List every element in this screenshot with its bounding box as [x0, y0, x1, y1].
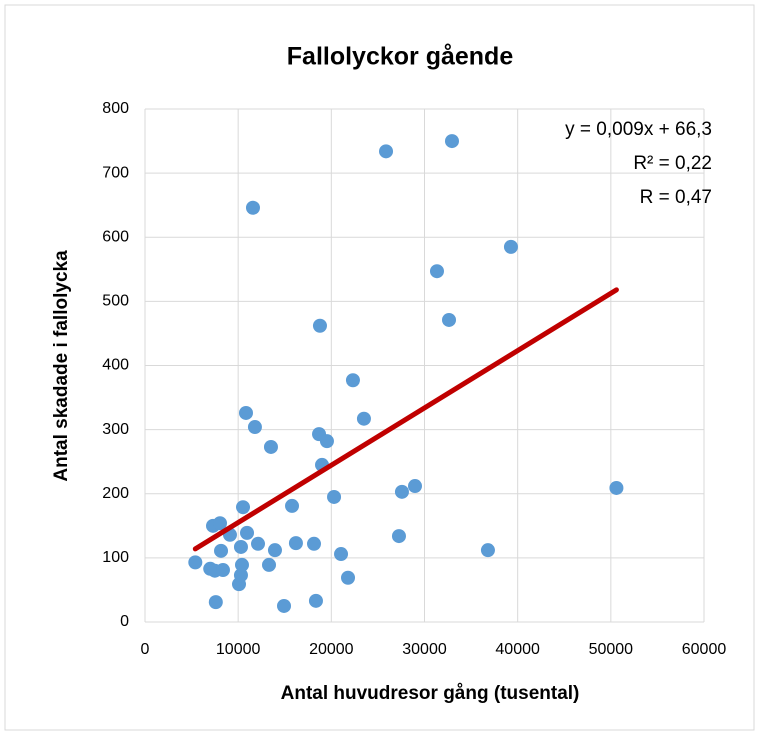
point	[442, 312, 457, 327]
point	[312, 318, 327, 333]
x-tick-label: 10000	[216, 641, 261, 658]
point	[444, 134, 459, 149]
chart-title: Fallolyckor gående	[287, 43, 514, 71]
annotation: R² = 0,22	[633, 153, 712, 174]
y-tick-label: 600	[102, 228, 129, 245]
trendline	[192, 287, 619, 552]
y-tick-label: 500	[102, 293, 129, 310]
point	[334, 547, 349, 562]
point	[240, 525, 255, 540]
x-tick-label: 40000	[495, 641, 540, 658]
y-tick-label: 700	[102, 164, 129, 181]
point	[327, 489, 342, 504]
point	[609, 480, 624, 495]
point	[288, 536, 303, 551]
point	[285, 498, 300, 513]
point	[263, 439, 278, 454]
y-tick-label: 300	[102, 421, 129, 438]
x-axis-label: Antal huvudresor gång (tusental)	[281, 683, 580, 704]
point	[407, 479, 422, 494]
point	[356, 411, 371, 426]
point	[233, 568, 248, 583]
point	[247, 420, 262, 435]
point	[429, 264, 444, 279]
point	[212, 516, 227, 531]
y-tick-label: 800	[102, 100, 129, 117]
y-tick-label: 0	[120, 613, 129, 630]
annotation: y = 0,009x + 66,3	[565, 119, 712, 140]
point	[214, 543, 229, 558]
point	[208, 595, 223, 610]
x-tick-label: 30000	[402, 641, 447, 658]
point	[233, 539, 248, 554]
point	[245, 200, 260, 215]
y-tick-label: 200	[102, 485, 129, 502]
point	[238, 405, 253, 420]
point	[480, 543, 495, 558]
point	[277, 598, 292, 613]
x-tick-label: 20000	[309, 641, 354, 658]
point	[391, 529, 406, 544]
point	[307, 536, 322, 551]
x-tick-label: 50000	[589, 641, 634, 658]
point	[319, 434, 334, 449]
x-tick-label: 60000	[682, 641, 727, 658]
point	[267, 543, 282, 558]
point	[188, 555, 203, 570]
point	[345, 373, 360, 388]
point	[251, 536, 266, 551]
point	[503, 239, 518, 254]
y-axis-label: Antal skadade i fallolycka	[51, 250, 72, 482]
point	[341, 570, 356, 585]
point	[394, 484, 409, 499]
chart-border	[4, 4, 755, 731]
y-tick-label: 400	[102, 357, 129, 374]
point	[236, 500, 251, 515]
point	[308, 593, 323, 608]
point	[379, 144, 394, 159]
point	[215, 563, 230, 578]
x-tick-label: 0	[141, 641, 150, 658]
annotation: R = 0,47	[640, 187, 712, 208]
point	[234, 557, 249, 572]
y-tick-label: 100	[102, 549, 129, 566]
point	[262, 557, 277, 572]
